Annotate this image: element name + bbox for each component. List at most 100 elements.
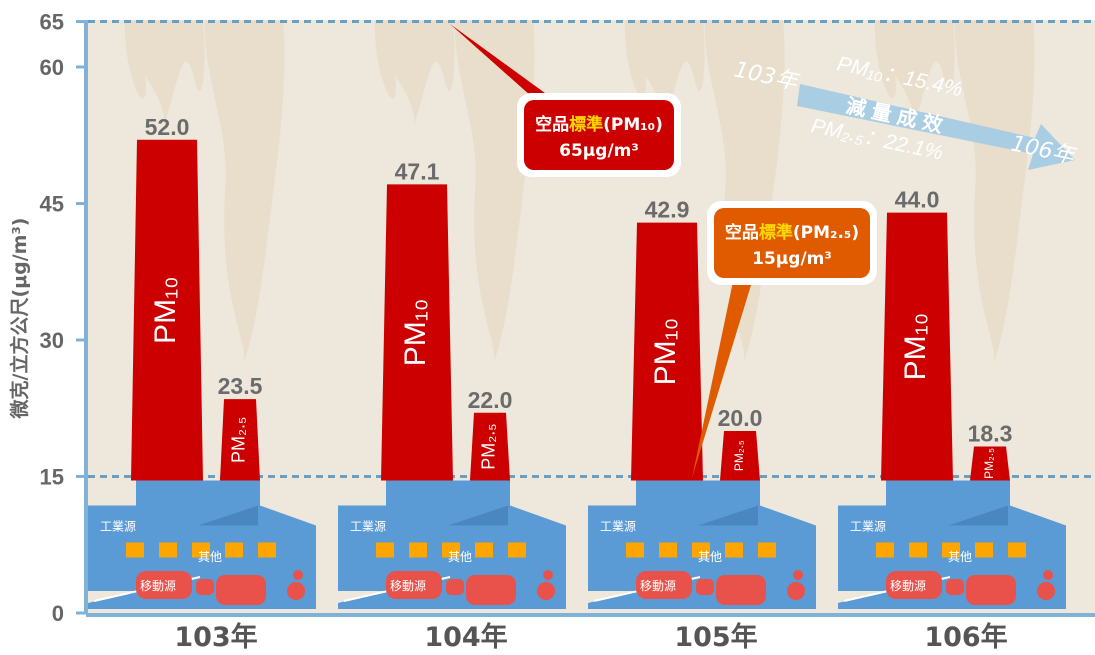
other-label: 其他	[448, 550, 472, 564]
rider-icon	[293, 570, 303, 580]
factory-building	[588, 480, 816, 591]
scooter-icon	[537, 582, 555, 600]
y-tick-label: 30	[40, 328, 64, 353]
pm10-value-label: 44.0	[895, 187, 940, 213]
smoke-plume	[954, 20, 1035, 365]
callout-pm25-title: 空品標準(PM₂.₅)	[725, 222, 859, 243]
pm25-value-label: 23.5	[218, 373, 263, 399]
smoke-plume	[624, 20, 705, 128]
small-car-icon	[696, 579, 714, 595]
x-tick-label: 104年	[424, 621, 507, 653]
callout-pm10-title: 空品標準(PM₁₀)	[535, 114, 663, 135]
pm10-series-label: PM₁₀	[899, 313, 932, 381]
small-car-icon	[446, 579, 464, 595]
smoke-plume	[374, 20, 455, 128]
pm10-bar-2	[381, 184, 453, 481]
factory-window	[192, 542, 210, 558]
pm10-bar-4	[881, 212, 953, 481]
x-tick-label: 105年	[674, 621, 757, 653]
rider-icon	[793, 570, 803, 580]
reduction-arrow	[797, 84, 1075, 170]
factory-window	[626, 542, 644, 558]
truck-icon	[216, 575, 266, 605]
industrial-label: 工業源	[850, 520, 886, 534]
smoke-plume	[124, 20, 205, 128]
callout-pm25: 空品標準(PM₂.₅) 15μg/m³	[692, 201, 877, 478]
rider-icon	[543, 570, 553, 580]
pm10-bar-3	[631, 222, 703, 481]
scooter-icon	[287, 582, 305, 600]
pm25-bar-2	[470, 412, 510, 481]
factory-building	[338, 480, 566, 591]
y-tick-label: 45	[40, 192, 64, 217]
callout-pm10-value: 65μg/m³	[559, 141, 639, 161]
mobile-label: 移動源	[640, 579, 676, 593]
factory-roof	[698, 505, 758, 526]
x-tick-label: 106年	[924, 621, 1007, 653]
small-car-icon	[946, 579, 964, 595]
factory-roof	[198, 505, 258, 526]
smoke-plume	[874, 20, 955, 128]
factory-window	[725, 542, 743, 558]
pm25-bar-1	[220, 399, 260, 481]
callout-pm25-tail	[692, 272, 755, 478]
factory-window	[659, 542, 677, 558]
factory-window	[942, 542, 960, 558]
factory-window	[909, 542, 927, 558]
industrial-label: 工業源	[600, 520, 636, 534]
bar-layer: 52.0 PM₁₀ 47.1 PM₁₀ 42.9 PM₁₀ 44.0 PM₁₀ 23.5 PM₂.…	[131, 114, 1012, 481]
car-icon	[136, 571, 192, 599]
factory-window	[975, 542, 993, 558]
factory-roof	[948, 505, 1008, 526]
callout-pm10: 空品標準(PM₁₀) 65μg/m³	[450, 24, 681, 177]
callout-pm25-value: 15μg/m³	[752, 249, 832, 269]
other-label: 其他	[948, 550, 972, 564]
y-tick-label: 0	[52, 601, 64, 626]
pm10-bar-1	[131, 139, 203, 481]
smoke-layer	[124, 20, 1035, 365]
factory-window	[475, 542, 493, 558]
factory-window	[126, 542, 144, 558]
car-icon	[636, 571, 692, 599]
pm10-value-label: 52.0	[145, 114, 190, 140]
factory-building	[88, 480, 316, 591]
pm25-value-label: 22.0	[468, 387, 513, 413]
pm10-series-label: PM₁₀	[149, 276, 182, 344]
factory-building	[838, 480, 1066, 591]
pm25-bar-4	[970, 446, 1010, 481]
pm25-series-label: PM₂.₅	[479, 424, 499, 470]
y-tick-label: 15	[40, 465, 64, 490]
smoke-plume	[704, 20, 785, 365]
car-icon	[386, 571, 442, 599]
pm10-series-label: PM₁₀	[649, 318, 682, 386]
factory-window	[508, 542, 526, 558]
callout-layer: 空品標準(PM₁₀) 65μg/m³ 空品標準(PM₂.₅) 15μg/m³	[450, 24, 877, 478]
industrial-label: 工業源	[350, 520, 386, 534]
pm10-value-label: 47.1	[395, 158, 440, 184]
smoke-plume	[204, 20, 285, 365]
smoke-plume	[454, 20, 535, 365]
factory-window	[258, 542, 276, 558]
truck-icon	[466, 575, 516, 605]
callout-pm10-box	[524, 100, 674, 170]
factory-roof	[448, 505, 508, 526]
factory-window	[442, 542, 460, 558]
scooter-icon	[1037, 582, 1055, 600]
axis-layer: 0 15 30 45 60 65 103年 104年 105年 106年 微克/立方公尺(μg/m³…	[8, 10, 1095, 653]
callout-pm25-box	[714, 208, 870, 278]
industrial-label: 工業源	[100, 520, 136, 534]
y-tick-label: 65	[40, 10, 64, 35]
callout-pm10-tail	[450, 24, 560, 104]
y-axis-label: 微克/立方公尺(μg/m³)	[8, 218, 31, 420]
factory-window	[1008, 542, 1026, 558]
scooter-icon	[787, 582, 805, 600]
pm25-series-label: PM₂.₅	[229, 417, 249, 463]
car-icon	[886, 571, 942, 599]
other-label: 其他	[198, 550, 222, 564]
x-tick-label: 103年	[174, 621, 257, 653]
factory-window	[692, 542, 710, 558]
